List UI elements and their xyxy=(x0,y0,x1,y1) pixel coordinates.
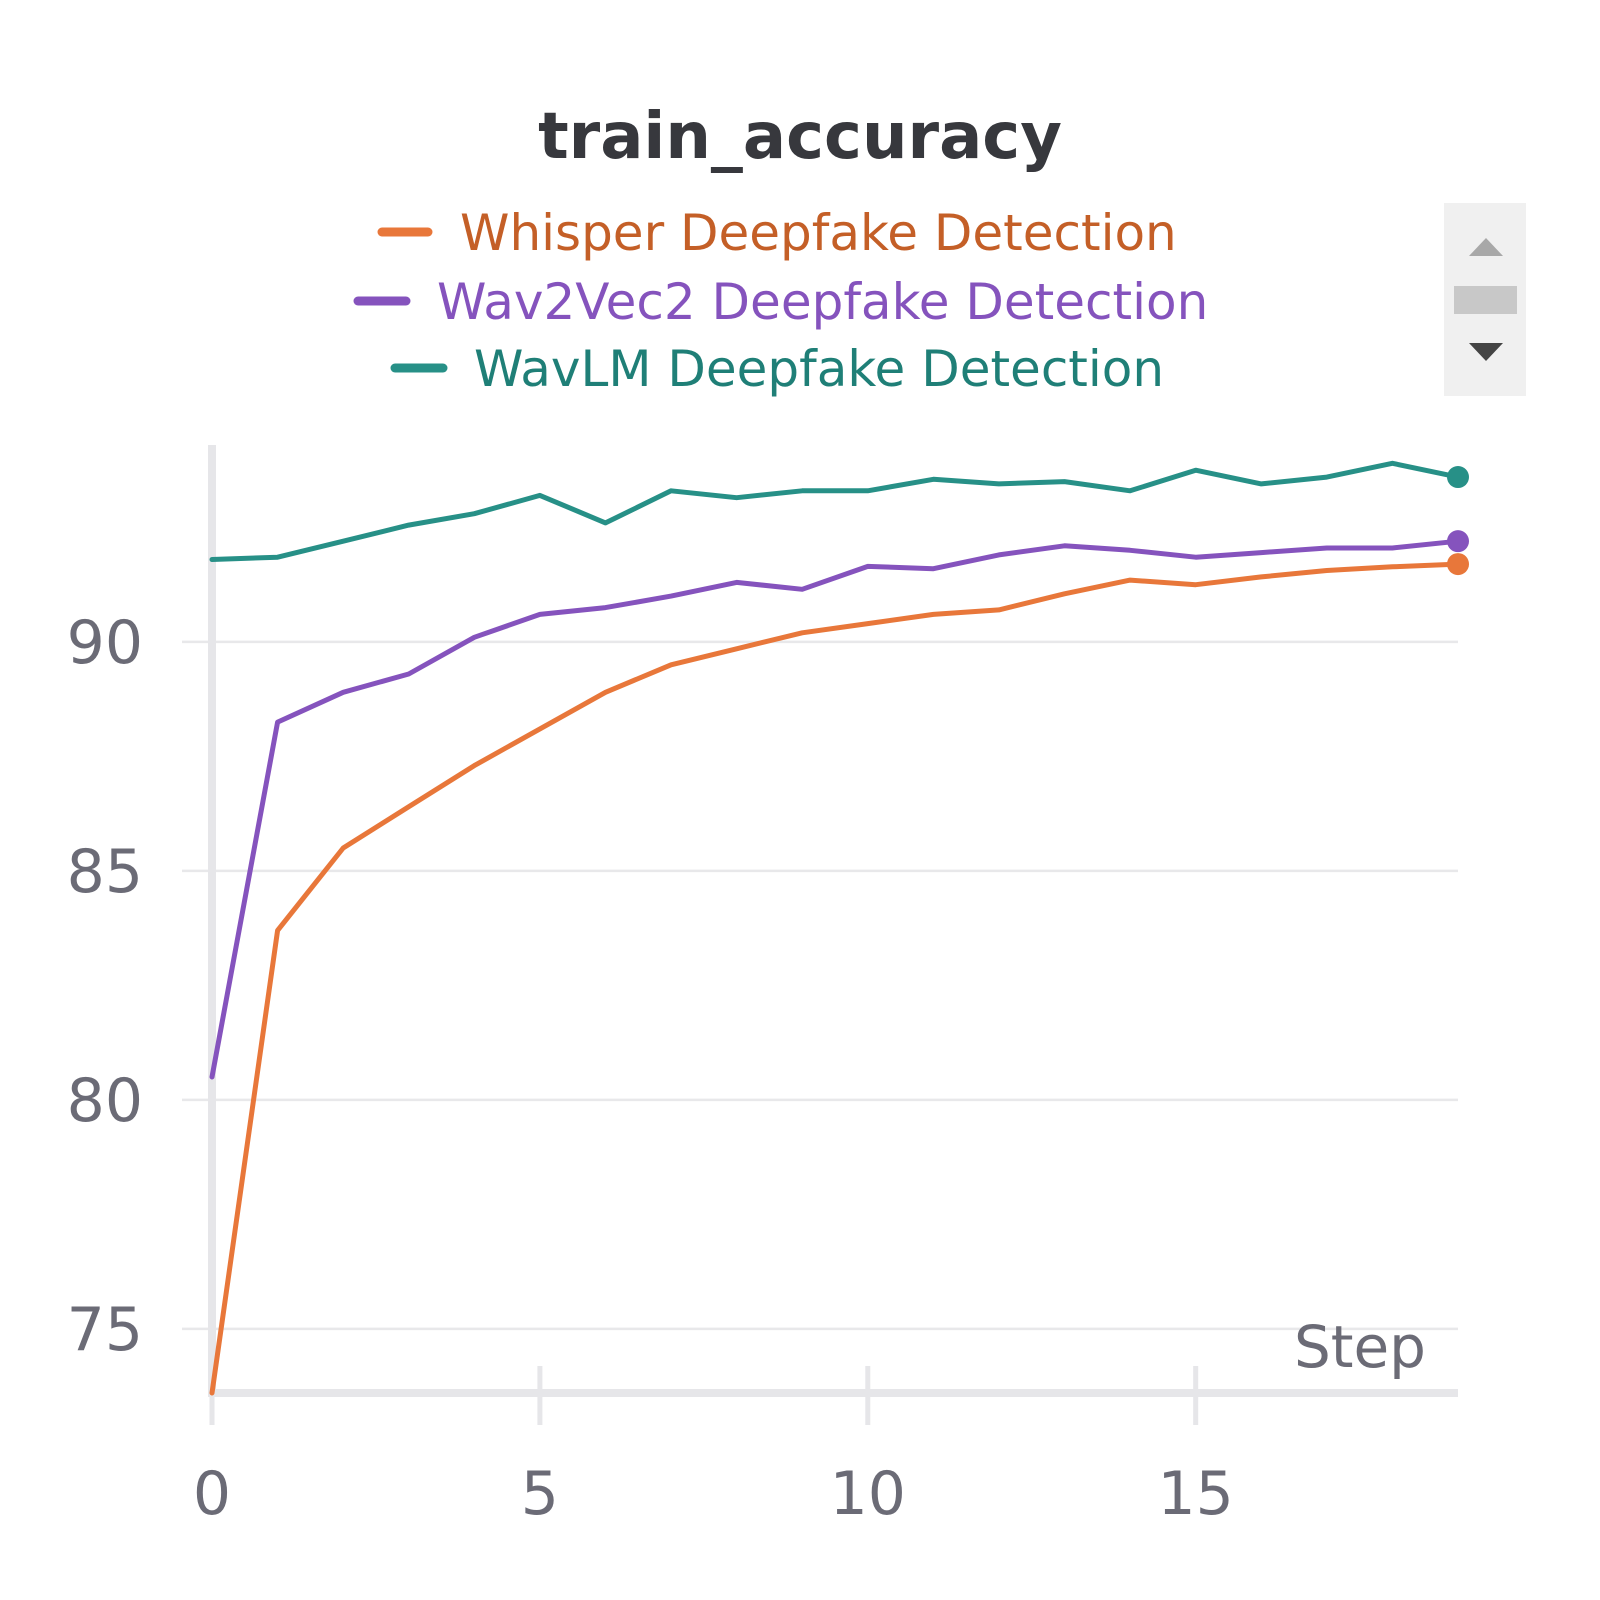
legend-label: WavLM Deepfake Detection xyxy=(474,340,1164,398)
x-tick-label: 0 xyxy=(193,1459,231,1529)
x-axis-label: Step xyxy=(1294,1313,1426,1381)
y-tick-label: 90 xyxy=(67,608,143,678)
y-tick-label: 80 xyxy=(67,1066,143,1136)
scroll-thumb[interactable] xyxy=(1454,286,1517,314)
legend: Whisper Deepfake Detection Wav2Vec2 Deepf… xyxy=(353,204,1208,398)
axes xyxy=(208,445,1458,1425)
legend-label: Wav2Vec2 Deepfake Detection xyxy=(437,273,1208,331)
y-tick-label: 75 xyxy=(67,1295,143,1365)
series-end-point xyxy=(1447,530,1469,553)
tick-labels: 75 80 85 90 0 5 10 15 xyxy=(67,608,1234,1529)
x-tick-label: 5 xyxy=(521,1459,559,1529)
legend-item[interactable]: Wav2Vec2 Deepfake Detection xyxy=(353,273,1208,331)
legend-label: Whisper Deepfake Detection xyxy=(460,204,1177,262)
y-tick-label: 85 xyxy=(67,837,143,907)
series-line xyxy=(209,460,1461,562)
scroll-up-icon[interactable] xyxy=(1469,238,1503,256)
legend-item[interactable]: WavLM Deepfake Detection xyxy=(390,340,1164,398)
x-tick-label: 10 xyxy=(830,1459,906,1529)
series-end-point xyxy=(1447,466,1469,489)
series-line xyxy=(209,538,1461,1080)
legend-scroller[interactable] xyxy=(1444,203,1526,396)
scroll-down-icon[interactable] xyxy=(1469,343,1503,361)
series-end-point xyxy=(1447,553,1469,576)
grid-lines xyxy=(182,640,1458,1331)
legend-item[interactable]: Whisper Deepfake Detection xyxy=(377,204,1177,262)
chart-title: train_accuracy xyxy=(538,100,1062,174)
series-lines xyxy=(209,460,1469,1396)
x-tick-label: 15 xyxy=(1158,1459,1234,1529)
series-line xyxy=(209,561,1461,1396)
